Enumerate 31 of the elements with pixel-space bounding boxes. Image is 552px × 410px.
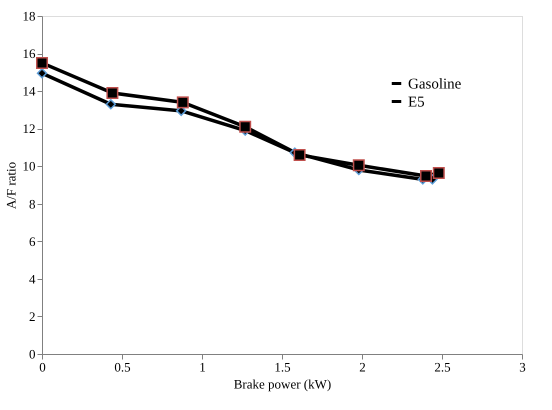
legend-label: Gasoline — [408, 76, 462, 92]
point — [432, 166, 445, 179]
point — [420, 170, 432, 182]
point — [294, 148, 306, 161]
y-tick-label: 12 — [22, 121, 36, 136]
y-tick-label: 14 — [22, 84, 36, 99]
y-tick-label: 16 — [22, 46, 36, 62]
x-tick-label: 1 — [199, 360, 206, 374]
point — [176, 96, 189, 108]
point — [239, 120, 252, 133]
y-tick-label: 2 — [29, 308, 36, 324]
y-tick-label: 8 — [29, 196, 36, 212]
x-tick-label: 3 — [519, 360, 526, 374]
x-tick-label: 0 — [39, 360, 46, 374]
x-axis-title: Brake power (kW) — [234, 376, 332, 392]
x-tick-label: 2.5 — [434, 360, 451, 374]
point — [352, 159, 365, 172]
point — [36, 68, 48, 78]
y-axis-title: A/F ratio — [4, 162, 18, 210]
legend-label: E5 — [408, 94, 425, 110]
y-tick-label: 0 — [29, 346, 36, 362]
point — [106, 99, 116, 110]
y-tick-label: 4 — [29, 271, 36, 286]
y-tick-label: 10 — [22, 158, 36, 174]
y-tick-label: 18 — [22, 8, 36, 24]
x-tick-label: 1.5 — [274, 360, 291, 374]
point — [36, 56, 48, 69]
point — [106, 86, 118, 99]
x-tick-label: 0.5 — [114, 360, 131, 374]
y-tick-label: 6 — [29, 234, 36, 249]
x-tick-label: 2 — [359, 360, 366, 374]
